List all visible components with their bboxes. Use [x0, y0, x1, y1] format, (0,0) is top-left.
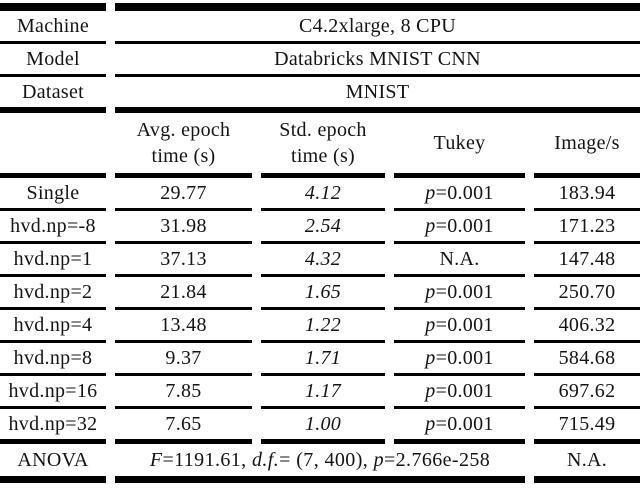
tukey-cell: p=0.001 — [394, 211, 525, 244]
avg-epoch-cell: 13.48 — [115, 310, 252, 343]
anova-df-value: = (7, 400), — [279, 448, 374, 471]
anova-p-symbol: p — [373, 448, 384, 471]
images-cell: 406.32 — [534, 310, 640, 343]
table-row-hvdnp2: hvd.np=2 21.84 1.65 p=0.001 250.70 — [0, 277, 640, 310]
avg-epoch-cell: 31.98 — [115, 211, 252, 244]
row-label: Single — [0, 178, 106, 211]
anova-f-symbol: F — [149, 448, 163, 471]
tukey-value: =0.001 — [435, 346, 494, 369]
tukey-cell: p=0.001 — [394, 343, 525, 376]
tukey-cell: N.A. — [394, 244, 525, 277]
dataset-value: MNIST — [115, 77, 640, 113]
tukey-value: =0.001 — [435, 280, 494, 303]
images-cell: 584.68 — [534, 343, 640, 376]
tukey-value: N.A. — [439, 247, 480, 270]
table-row-hvdnp8: hvd.np=8 9.37 1.71 p=0.001 584.68 — [0, 343, 640, 376]
meta-row-machine: Machine C4.2xlarge, 8 CPU — [0, 3, 640, 44]
anova-row: ANOVA F=1191.61, d.f.= (7, 400), p=2.766… — [0, 444, 640, 483]
std-epoch-cell: 2.54 — [261, 211, 385, 244]
anova-p-value: =2.766e-258 — [383, 448, 491, 471]
row-label: hvd.np=-8 — [0, 211, 106, 244]
avg-epoch-cell: 29.77 — [115, 178, 252, 211]
images-cell: 183.94 — [534, 178, 640, 211]
machine-value: C4.2xlarge, 8 CPU — [115, 3, 640, 44]
row-label: hvd.np=4 — [0, 310, 106, 343]
table-row-hvdnp1: hvd.np=1 37.13 4.32 N.A. 147.48 — [0, 244, 640, 277]
std-epoch-cell: 4.12 — [261, 178, 385, 211]
anova-f-value: =1191.61, — [162, 448, 252, 471]
tukey-value: =0.001 — [435, 214, 494, 237]
avg-epoch-cell: 37.13 — [115, 244, 252, 277]
anova-df-symbol: d.f. — [251, 448, 280, 471]
dataset-label: Dataset — [0, 77, 106, 113]
images-cell: 697.62 — [534, 376, 640, 409]
table-row-hvdnp32: hvd.np=32 7.65 1.00 p=0.001 715.49 — [0, 409, 640, 444]
tukey-p-symbol: p — [425, 412, 436, 435]
model-value: Databricks MNIST CNN — [115, 44, 640, 77]
table-row-hvdnp16: hvd.np=16 7.85 1.17 p=0.001 697.62 — [0, 376, 640, 409]
row-label: hvd.np=16 — [0, 376, 106, 409]
tukey-p-symbol: p — [425, 346, 436, 369]
std-epoch-header: Std. epoch time (s) — [261, 113, 385, 178]
table-row-hvdnp4: hvd.np=4 13.48 1.22 p=0.001 406.32 — [0, 310, 640, 343]
tukey-cell: p=0.001 — [394, 310, 525, 343]
avg-epoch-cell: 7.65 — [115, 409, 252, 444]
meta-row-model: Model Databricks MNIST CNN — [0, 44, 640, 77]
tukey-p-symbol: p — [425, 214, 436, 237]
machine-label: Machine — [0, 3, 106, 44]
tukey-header: Tukey — [394, 113, 525, 178]
table-row-hvdnp-8: hvd.np=-8 31.98 2.54 p=0.001 171.23 — [0, 211, 640, 244]
images-header: Image/s — [534, 113, 640, 178]
avg-epoch-header-line1: Avg. epoch — [136, 119, 231, 141]
tukey-p-symbol: p — [425, 280, 436, 303]
std-epoch-cell: 4.32 — [261, 244, 385, 277]
tukey-p-symbol: p — [425, 379, 436, 402]
row-label: hvd.np=8 — [0, 343, 106, 376]
images-cell: 715.49 — [534, 409, 640, 444]
images-cell: 171.23 — [534, 211, 640, 244]
std-epoch-cell: 1.71 — [261, 343, 385, 376]
anova-na-cell: N.A. — [534, 444, 640, 483]
row-label: hvd.np=32 — [0, 409, 106, 444]
tukey-value: =0.001 — [435, 313, 494, 336]
row-label: hvd.np=1 — [0, 244, 106, 277]
tukey-p-symbol: p — [425, 181, 436, 204]
model-label: Model — [0, 44, 106, 77]
anova-stats: F=1191.61, d.f.= (7, 400), p=2.766e-258 — [115, 444, 525, 483]
row-label: hvd.np=2 — [0, 277, 106, 310]
empty-header-cell — [0, 113, 106, 178]
table-row-single: Single 29.77 4.12 p=0.001 183.94 — [0, 178, 640, 211]
std-epoch-cell: 1.65 — [261, 277, 385, 310]
std-epoch-cell: 1.17 — [261, 376, 385, 409]
avg-epoch-header-line2: time (s) — [151, 145, 216, 167]
std-epoch-header-line2: time (s) — [290, 145, 356, 167]
images-cell: 147.48 — [534, 244, 640, 277]
tukey-value: =0.001 — [435, 379, 494, 402]
std-epoch-cell: 1.22 — [261, 310, 385, 343]
tukey-cell: p=0.001 — [394, 409, 525, 444]
tukey-p-symbol: p — [425, 313, 436, 336]
tukey-value: =0.001 — [435, 181, 494, 204]
avg-epoch-header: Avg. epoch time (s) — [115, 113, 252, 178]
tukey-cell: p=0.001 — [394, 178, 525, 211]
tukey-value: =0.001 — [435, 412, 494, 435]
benchmark-results-table: Machine C4.2xlarge, 8 CPU Model Databric… — [0, 3, 640, 483]
std-epoch-header-line1: Std. epoch — [279, 119, 367, 141]
meta-row-dataset: Dataset MNIST — [0, 77, 640, 113]
std-epoch-cell: 1.00 — [261, 409, 385, 444]
avg-epoch-cell: 7.85 — [115, 376, 252, 409]
column-header-row: Avg. epoch time (s) Std. epoch time (s) … — [0, 113, 640, 178]
images-cell: 250.70 — [534, 277, 640, 310]
tukey-cell: p=0.001 — [394, 376, 525, 409]
avg-epoch-cell: 21.84 — [115, 277, 252, 310]
avg-epoch-cell: 9.37 — [115, 343, 252, 376]
anova-label: ANOVA — [0, 444, 106, 483]
tukey-cell: p=0.001 — [394, 277, 525, 310]
